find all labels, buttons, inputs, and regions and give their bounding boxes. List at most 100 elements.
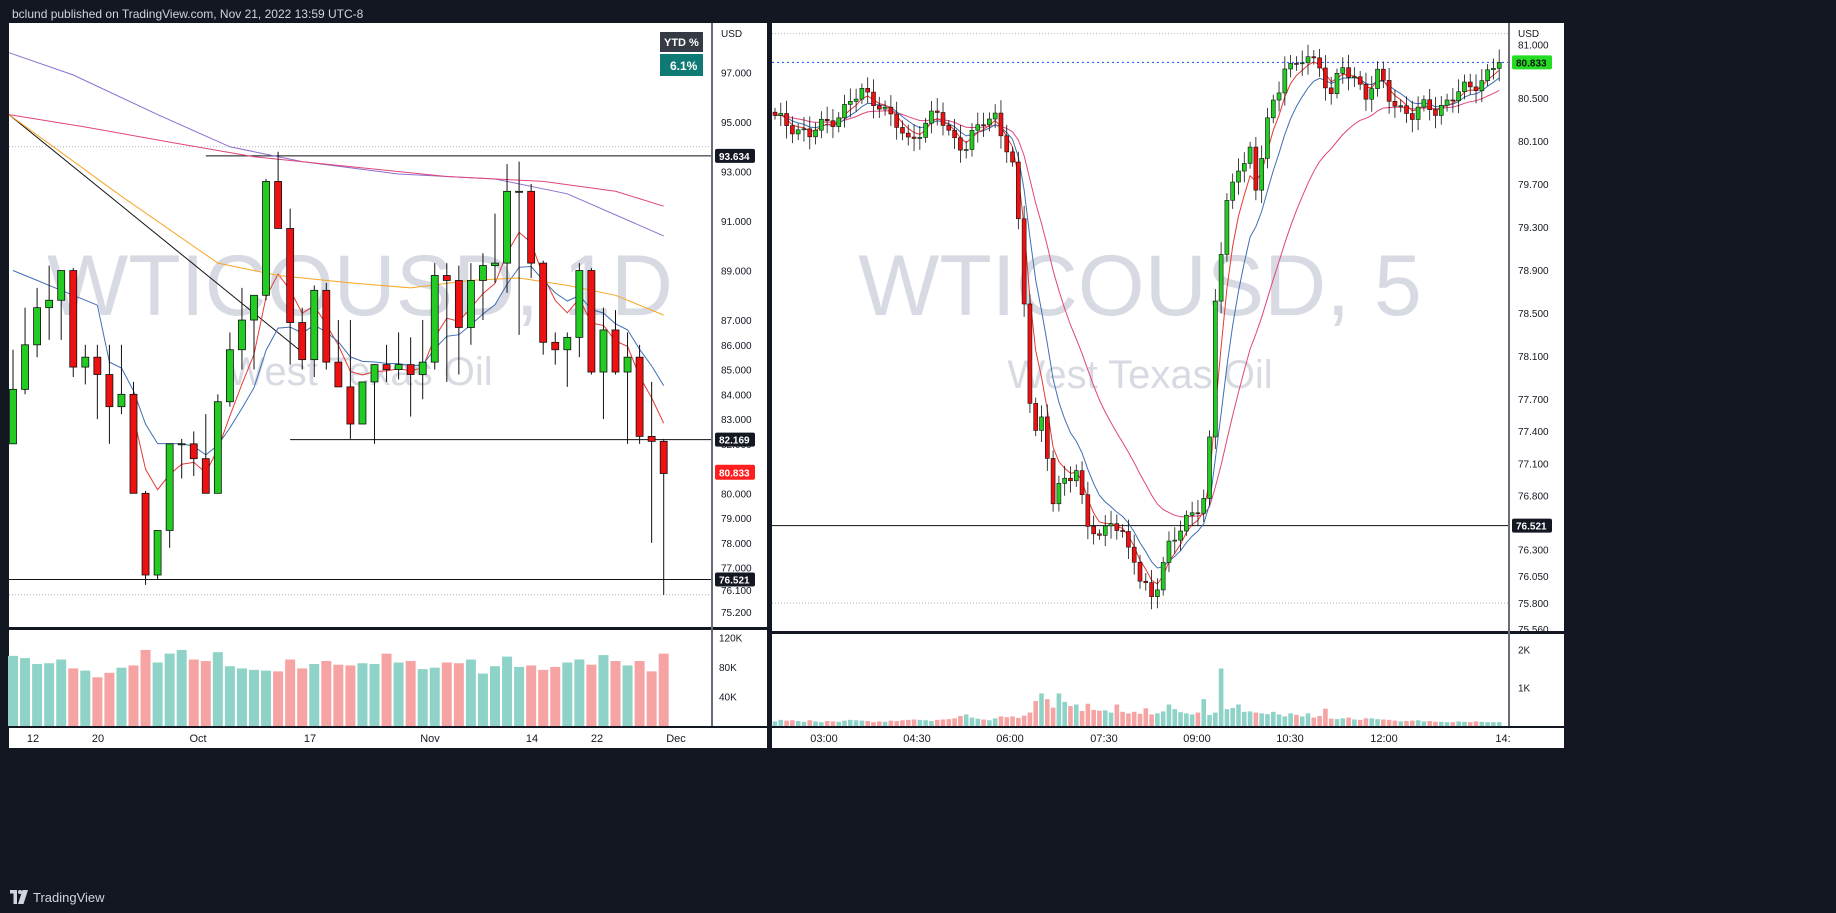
intraday-candle — [1149, 570, 1154, 610]
intraday-volume-bar — [859, 720, 865, 726]
intraday-volume-bar — [795, 721, 801, 726]
daily-volume-bar — [8, 655, 18, 726]
daily-volume-bar — [574, 659, 585, 726]
intraday-volume-bar — [1369, 718, 1375, 726]
intraday-candle — [1363, 72, 1369, 111]
intraday-candle — [911, 124, 917, 152]
intraday-candle — [900, 120, 905, 141]
intraday-volume-bar — [1317, 716, 1322, 726]
intraday-volume-bar — [1265, 714, 1270, 726]
tradingview-logo-icon[interactable] — [10, 890, 28, 904]
intraday-time-tick: 06:00 — [996, 733, 1024, 745]
intraday-volume-bar — [981, 719, 986, 726]
ytd-label-box[interactable] — [660, 32, 703, 52]
daily-last-price-label: 80.833 — [719, 469, 750, 480]
intraday-candle — [1438, 96, 1444, 125]
intraday-candle — [1010, 147, 1015, 167]
ytd-value: 6.1% — [670, 59, 698, 73]
daily-candle — [599, 307, 608, 420]
intraday-currency-label: USD — [1518, 29, 1539, 40]
intraday-volume-bar — [1039, 693, 1044, 726]
intraday-volume-bar — [894, 721, 899, 726]
intraday-volume-bar — [1230, 707, 1235, 726]
daily-volume-bar — [429, 667, 440, 726]
daily-volume-bar — [465, 659, 476, 726]
daily-candle — [45, 265, 54, 340]
daily-candle — [647, 381, 656, 543]
intraday-candle — [1421, 95, 1427, 112]
intraday-volume-bar — [1114, 704, 1120, 726]
intraday-volume-bar — [1131, 711, 1137, 726]
intraday-candle — [1328, 76, 1334, 105]
intraday-volume-bar — [1213, 712, 1218, 726]
daily-candle — [250, 294, 258, 370]
daily-candle — [479, 253, 487, 321]
daily-candle — [334, 320, 343, 388]
intraday-volume-bar — [1276, 714, 1282, 726]
intraday-candle — [795, 123, 801, 141]
daily-volume-bar — [56, 659, 67, 726]
intraday-level-tag — [1512, 518, 1552, 533]
intraday-volume-bar — [975, 718, 981, 726]
intraday-candle — [888, 95, 894, 127]
intraday-volume-bar — [1496, 722, 1502, 726]
daily-price-tick: 83.000 — [721, 415, 752, 426]
intraday-candle — [1317, 48, 1322, 77]
daily-volume-bar — [236, 668, 247, 726]
intraday-volume-bar — [1392, 720, 1398, 726]
intraday-price-tick: 79.300 — [1518, 223, 1549, 234]
daily-candle — [201, 414, 210, 494]
intraday-candle — [848, 88, 853, 118]
daily-ma-orange — [8, 114, 664, 316]
intraday-volume-bar — [1270, 711, 1276, 726]
daily-volume-bar — [502, 656, 513, 726]
daily-candle — [635, 344, 644, 444]
intraday-candle — [1398, 99, 1404, 113]
intraday-volume-bar — [1010, 716, 1015, 726]
daily-volume-bar — [562, 662, 573, 726]
intraday-candle — [1404, 96, 1409, 123]
daily-price-tick: 84.000 — [721, 390, 752, 401]
intraday-volume-bar — [813, 721, 818, 726]
daily-level-tag — [715, 432, 755, 447]
intraday-candle — [790, 116, 795, 144]
intraday-candle — [1085, 481, 1091, 540]
daily-level-label: 82.169 — [719, 436, 750, 447]
intraday-volume-bar — [778, 719, 784, 726]
intraday-time-tick: 03:00 — [810, 733, 838, 745]
intraday-price-tick: 78.500 — [1518, 309, 1549, 320]
intraday-candle — [1491, 58, 1496, 80]
intraday-volume-bar — [1079, 711, 1085, 726]
intraday-candle — [1213, 289, 1218, 450]
intraday-volume-bar — [1201, 699, 1207, 726]
daily-candle — [575, 263, 584, 358]
intraday-candle — [1068, 466, 1073, 493]
intraday-candle — [778, 102, 784, 127]
intraday-volume-bar — [940, 719, 946, 726]
daily-volume-bar — [140, 649, 151, 726]
intraday-volume-bar — [1311, 717, 1317, 726]
intraday-candle — [1433, 96, 1438, 129]
daily-candle — [587, 268, 596, 375]
intraday-volume-bar — [1375, 719, 1380, 726]
intraday-candle — [905, 124, 911, 146]
tradingview-brand[interactable]: TradingView — [33, 890, 105, 905]
intraday-candle — [1381, 61, 1386, 89]
intraday-price-tick: 77.100 — [1518, 459, 1549, 470]
daily-candle — [551, 332, 560, 365]
intraday-candle — [1386, 67, 1392, 114]
intraday-candle — [1410, 100, 1415, 133]
intraday-candle — [1050, 450, 1056, 512]
ytd-value-box[interactable] — [660, 54, 703, 76]
daily-candle — [177, 438, 186, 479]
intraday-volume-bar — [871, 722, 876, 726]
intraday-candle — [1143, 573, 1149, 591]
intraday-candle — [1294, 56, 1299, 71]
intraday-candle — [1114, 514, 1120, 540]
intraday-candle — [1305, 44, 1311, 75]
intraday-candle — [1027, 294, 1033, 414]
intraday-volume-bar — [1021, 715, 1027, 726]
intraday-volume-bar — [1328, 718, 1334, 726]
intraday-volume-bar — [1334, 719, 1340, 726]
daily-time-tick: 14 — [526, 733, 538, 745]
